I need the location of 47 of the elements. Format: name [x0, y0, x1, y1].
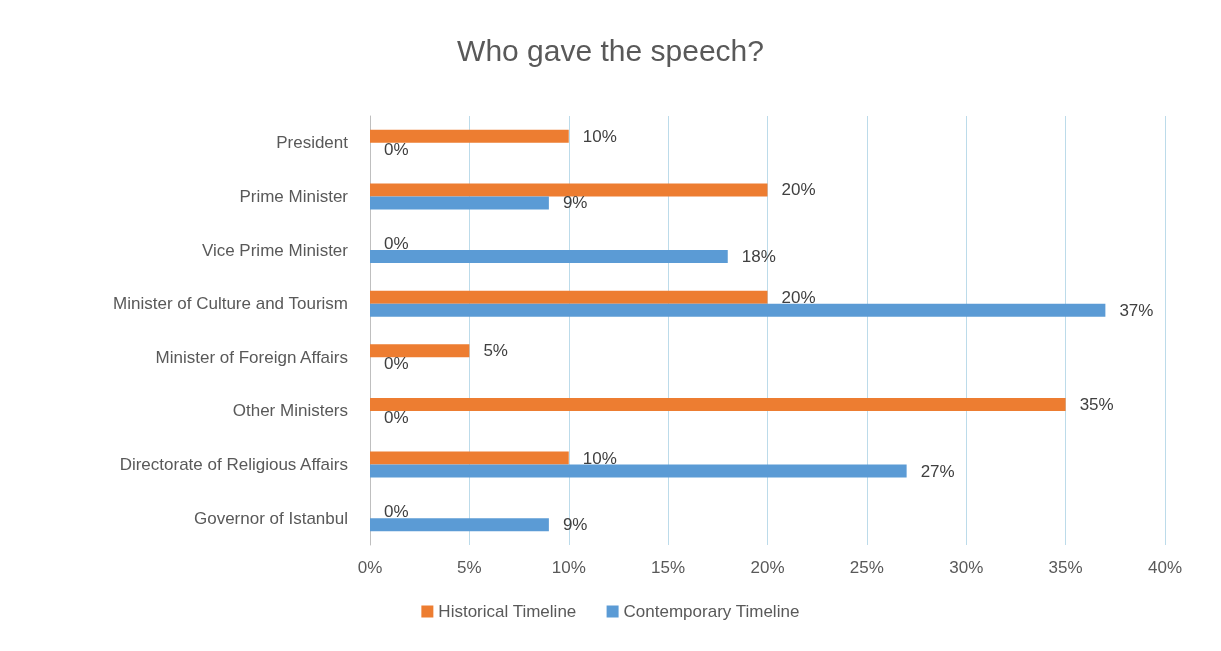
bar [370, 344, 470, 358]
bar [370, 290, 768, 304]
data-label: 0% [384, 354, 409, 374]
data-label: 9% [562, 193, 588, 213]
x-tick-label: 40% [1147, 558, 1183, 577]
bar [370, 464, 907, 478]
data-label: 35% [1079, 394, 1114, 414]
y-tick-label: Minister of Culture and Tourism [113, 294, 348, 314]
data-label: 37% [1119, 300, 1154, 320]
y-tick-label: Directorate of Religious Affairs [119, 455, 348, 475]
y-tick-label: Minister of Foreign Affairs [155, 347, 348, 367]
x-tick-label: 30% [949, 558, 984, 577]
bar [370, 303, 1106, 317]
bar [370, 250, 728, 264]
x-tick-label: 15% [651, 558, 686, 577]
data-label: 0% [384, 407, 409, 427]
bar [370, 518, 549, 532]
data-label: 0% [384, 502, 409, 522]
y-tick-label: Other Ministers [232, 401, 348, 421]
data-label: 10% [582, 126, 617, 146]
bar [370, 129, 569, 143]
y-tick-label: President [276, 133, 349, 153]
x-tick-label: 5% [457, 558, 482, 577]
x-tick-label: 35% [1048, 558, 1083, 577]
chart-title: Who gave the speech? [457, 33, 764, 67]
legend-label: Historical Timeline [438, 602, 577, 621]
bar [370, 183, 768, 197]
x-tick-label: 0% [357, 558, 383, 577]
x-tick-label: 10% [551, 558, 586, 577]
legend-label: Contemporary Timeline [623, 602, 800, 621]
data-label: 10% [582, 448, 617, 468]
data-label: 9% [562, 515, 588, 535]
y-tick-label: Prime Minister [239, 186, 349, 206]
x-tick-label: 25% [849, 558, 884, 577]
y-tick-label: Governor of Istanbul [193, 508, 348, 528]
data-label: 5% [483, 341, 508, 361]
data-label: 0% [384, 139, 409, 159]
data-label: 0% [384, 234, 409, 254]
x-tick-label: 20% [750, 558, 785, 577]
data-label: 20% [781, 287, 816, 307]
bar [370, 451, 569, 465]
y-tick-label: Vice Prime Minister [201, 240, 349, 260]
data-label: 27% [920, 461, 955, 481]
data-label: 20% [781, 180, 816, 200]
bar [370, 397, 1066, 411]
data-label: 18% [741, 247, 776, 267]
bar [370, 196, 549, 210]
